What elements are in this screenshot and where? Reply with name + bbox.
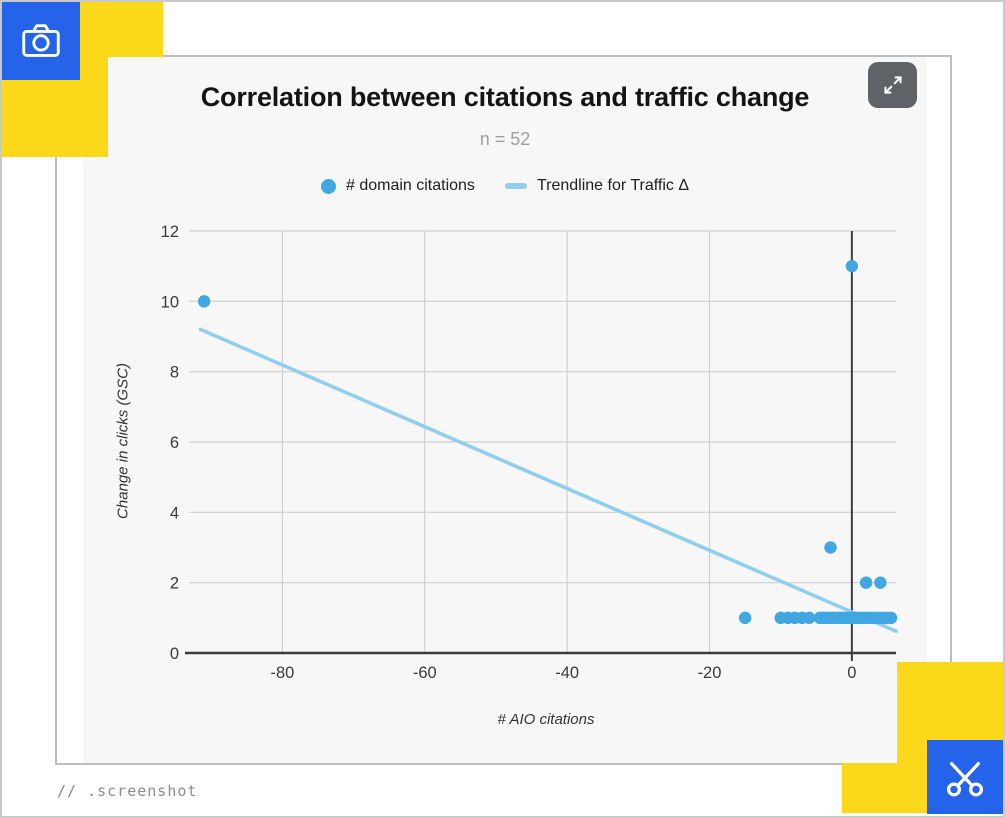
scatter-plot: 0 2 4 6 8 10 12 -80 -60 -40 -20 0 [83, 57, 927, 763]
chart-subtitle: n = 52 [479, 129, 531, 149]
legend-item-domain-citations: # domain citations [320, 177, 475, 195]
expand-button[interactable] [868, 62, 917, 108]
legend-label: # domain citations [345, 177, 475, 194]
tick-label: 2 [170, 575, 179, 593]
trendline [198, 327, 898, 633]
scissors-button[interactable] [927, 740, 1003, 814]
camera-icon [18, 18, 64, 64]
tick-label: 0 [847, 664, 856, 682]
tick-label: -80 [270, 664, 294, 682]
tick-label: 4 [170, 504, 179, 522]
chart-title: Correlation between citations and traffi… [200, 82, 810, 112]
scatter-plot-svg: 0 2 4 6 8 10 12 -80 -60 -40 -20 0 [161, 223, 898, 682]
camera-button[interactable] [2, 2, 80, 80]
tick-label: 12 [161, 223, 179, 241]
data-point [802, 611, 816, 625]
tick-label: -40 [555, 664, 579, 682]
data-point [874, 576, 887, 589]
tick-labels: 0 2 4 6 8 10 12 -80 -60 -40 -20 0 [161, 223, 857, 682]
legend-line-swatch [504, 183, 527, 189]
scissors-icon [942, 754, 988, 800]
gridlines [189, 230, 896, 653]
data-point [884, 611, 898, 625]
data-point [824, 541, 837, 554]
tick-label: 8 [170, 364, 179, 382]
y-axis-title: Change in clicks (GSC) [114, 363, 132, 519]
data-point [859, 576, 873, 589]
legend-label: Trendline for Traffic Δ [536, 177, 690, 194]
tick-label: 6 [170, 434, 179, 452]
chart-card [83, 57, 927, 763]
data-point [197, 295, 211, 308]
data-points [197, 259, 898, 625]
data-point [845, 259, 859, 273]
data-point [738, 611, 752, 625]
tick-label: 0 [170, 645, 179, 663]
x-axis-title: # AIO citations [497, 711, 595, 728]
caption-text: // .screenshot [57, 782, 198, 800]
tick-label: 10 [161, 293, 179, 311]
axis-lines [185, 231, 896, 661]
tick-label: -60 [413, 664, 437, 682]
tick-label: -20 [698, 664, 722, 682]
expand-arrows-icon [880, 72, 906, 98]
legend-item-trendline: Trendline for Traffic Δ [504, 177, 690, 195]
legend-point-swatch [320, 178, 336, 194]
chart-legend: # domain citations Trendline for Traffic… [83, 177, 927, 195]
